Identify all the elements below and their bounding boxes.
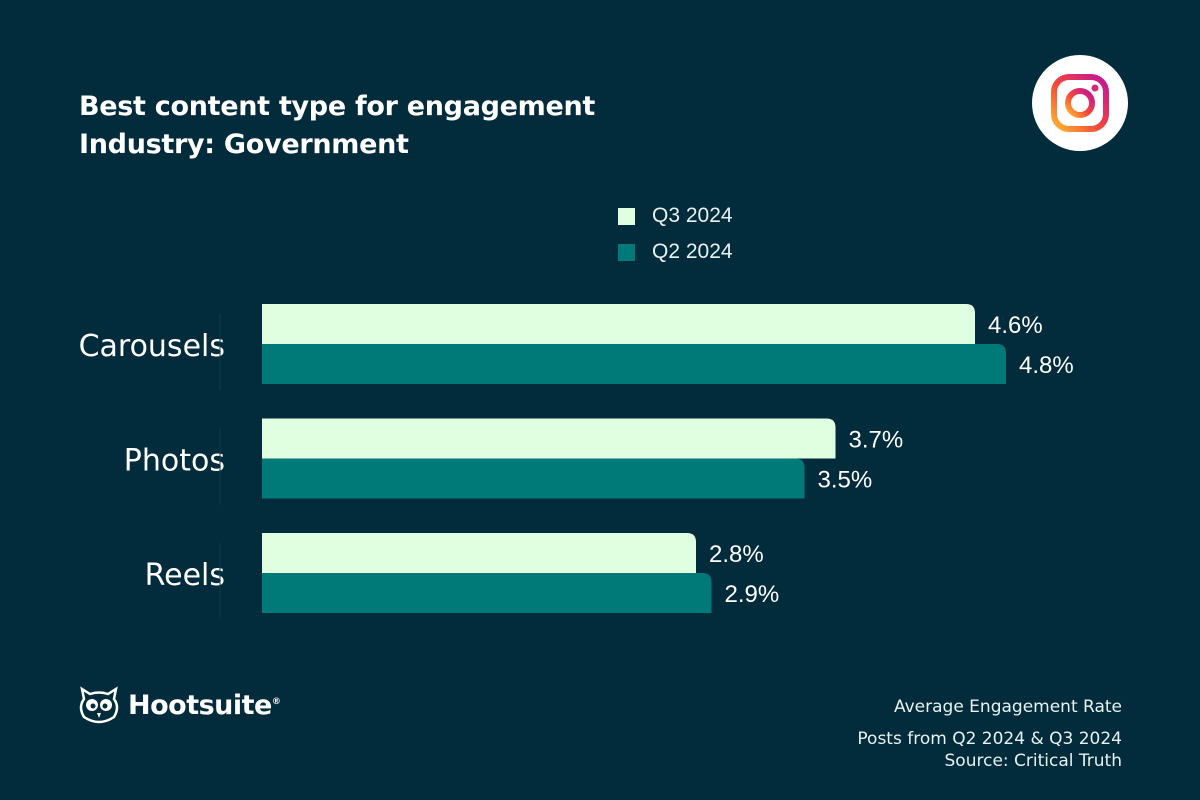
data-label: 3.7% — [849, 427, 904, 454]
footer-posts: Posts from Q2 2024 & Q3 2024 — [857, 729, 1122, 749]
bar-q2-2024 — [262, 458, 805, 499]
data-label: 4.8% — [1019, 352, 1074, 379]
legend-item-q2: Q2 2024 — [618, 234, 733, 270]
footer-source: Source: Critical Truth — [944, 751, 1122, 771]
title-line-1: Best content type for engagement — [79, 91, 596, 122]
data-label: 2.8% — [709, 541, 764, 568]
legend-swatch — [618, 207, 635, 225]
data-label: 3.5% — [818, 467, 873, 494]
bar-q2-2024 — [262, 344, 1006, 384]
footer-metric: Average Engagement Rate — [893, 697, 1122, 717]
category-label: Reels — [145, 558, 225, 593]
brand-name: Hootsuite® — [128, 689, 281, 721]
bar-q3-2024 — [262, 304, 975, 344]
owl-icon — [79, 686, 119, 724]
legend-swatch — [618, 243, 635, 261]
data-label: 2.9% — [725, 581, 780, 608]
hootsuite-logo: Hootsuite® — [76, 685, 281, 725]
category-label: Carousels — [79, 329, 225, 364]
chart-title: Best content type for engagement Industr… — [79, 88, 595, 164]
title-line-2: Industry: Government — [79, 129, 409, 160]
bar-q2-2024 — [262, 573, 712, 613]
legend: Q3 2024 Q2 2024 — [618, 198, 733, 270]
bar-q3-2024 — [262, 533, 696, 573]
data-label: 4.6% — [988, 312, 1043, 339]
legend-item-q3: Q3 2024 — [618, 198, 733, 234]
legend-label: Q2 2024 — [652, 240, 733, 263]
category-label: Photos — [124, 444, 225, 479]
legend-label: Q3 2024 — [652, 204, 733, 227]
bar-q3-2024 — [262, 418, 836, 459]
instagram-icon — [1032, 55, 1128, 151]
